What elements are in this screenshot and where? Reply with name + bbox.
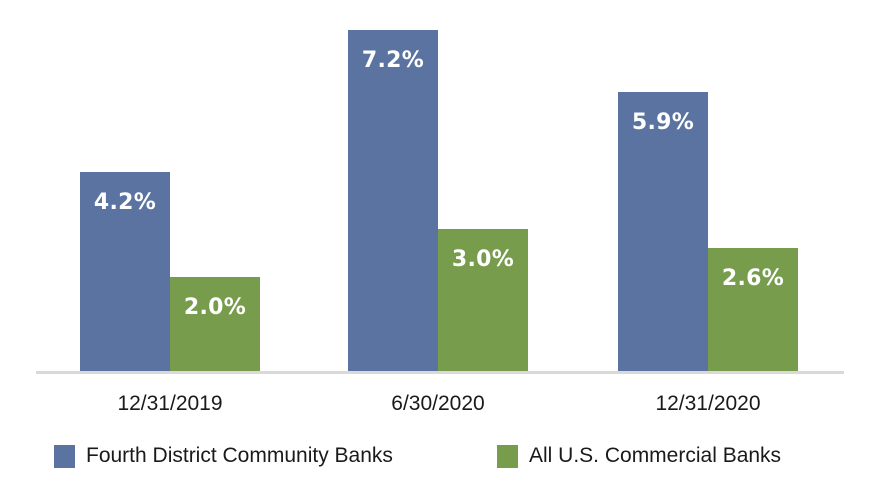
legend-swatch-us bbox=[497, 444, 518, 468]
bar-us-1: 3.0% bbox=[438, 229, 528, 372]
bar-us-2: 2.6% bbox=[708, 248, 798, 372]
x-tick-label: 12/31/2020 bbox=[655, 392, 761, 415]
bar-value-label: 7.2% bbox=[361, 48, 425, 73]
legend-label-district: Fourth District Community Banks bbox=[86, 444, 393, 467]
legend: Fourth District Community Banks All U.S.… bbox=[0, 444, 876, 470]
bar-value-label: 4.2% bbox=[93, 190, 157, 215]
x-tick-label: 12/31/2019 bbox=[117, 392, 223, 415]
bar-district-0: 4.2% bbox=[80, 172, 170, 372]
bar-value-label: 5.9% bbox=[631, 110, 695, 135]
legend-item-district: Fourth District Community Banks bbox=[54, 444, 393, 468]
bar-district-1: 7.2% bbox=[348, 30, 438, 372]
bar-us-0: 2.0% bbox=[170, 277, 260, 372]
x-axis-baseline bbox=[36, 371, 844, 374]
x-tick-label: 6/30/2020 bbox=[391, 392, 485, 415]
legend-label-us: All U.S. Commercial Banks bbox=[529, 444, 782, 467]
bar-value-label: 2.6% bbox=[721, 266, 785, 291]
legend-item-us: All U.S. Commercial Banks bbox=[497, 444, 781, 468]
bar-district-2: 5.9% bbox=[618, 92, 708, 372]
bar-value-label: 2.0% bbox=[183, 295, 247, 320]
legend-swatch-district bbox=[54, 444, 75, 468]
bar-value-label: 3.0% bbox=[451, 247, 515, 272]
